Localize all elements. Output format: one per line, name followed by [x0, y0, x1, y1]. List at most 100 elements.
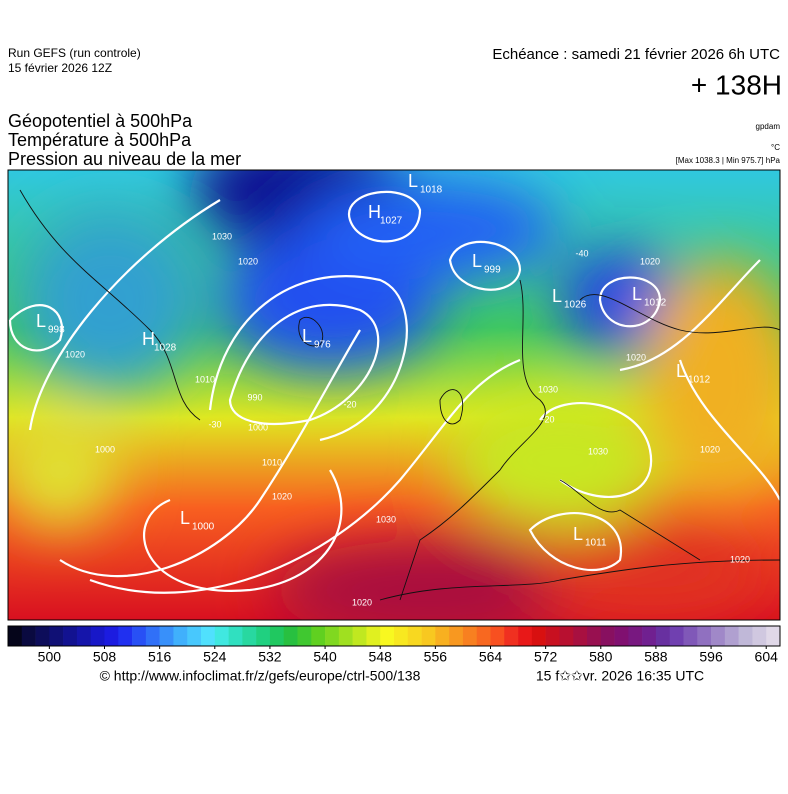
- colorbar-swatch: [628, 626, 643, 646]
- center-letter: L: [573, 524, 583, 544]
- contour-label: -30: [208, 419, 221, 429]
- contour-label: 1020: [65, 349, 85, 359]
- colorbar-swatch: [738, 626, 753, 646]
- colorbar-swatch: [242, 626, 257, 646]
- colorbar-swatch: [573, 626, 588, 646]
- colorbar-swatch: [724, 626, 739, 646]
- center-value: 1026: [564, 300, 587, 311]
- colorbar-swatch: [104, 626, 119, 646]
- center-value: 998: [48, 325, 65, 336]
- colorbar-label: 572: [534, 649, 558, 665]
- source-url: © http://www.infoclimat.fr/z/gefs/europe…: [100, 668, 421, 684]
- colorbar-swatch: [587, 626, 602, 646]
- colorbar-swatch: [76, 626, 92, 646]
- generated-time: 15 f✩✩vr. 2026 16:35 UTC: [536, 668, 704, 684]
- colorbar-swatch: [380, 626, 395, 646]
- colorbar-swatch: [366, 626, 381, 646]
- colorbar-swatch: [518, 626, 533, 646]
- colorbar-swatch: [21, 626, 36, 646]
- field-name: Température à 500hPa: [8, 130, 192, 150]
- colorbar-swatch: [476, 626, 491, 646]
- contour-label: 1020: [272, 491, 292, 501]
- center-letter: H: [142, 329, 155, 349]
- colorbar-swatch: [201, 626, 216, 646]
- colorbar-swatch: [173, 626, 188, 646]
- colorbar-swatch: [187, 626, 202, 646]
- center-value: 1012: [644, 298, 667, 309]
- colorbar-swatch: [435, 626, 450, 646]
- contour-label: 1010: [262, 457, 282, 467]
- colorbar-label: 500: [38, 649, 62, 665]
- colorbar-label: 564: [479, 649, 503, 665]
- contour-label: 1020: [352, 597, 372, 607]
- contour-label: -20: [541, 414, 554, 424]
- contour-label: 1020: [626, 352, 646, 362]
- contour-label: 1030: [588, 446, 608, 456]
- colorbar-swatch: [394, 626, 409, 646]
- contour-label: -40: [575, 248, 588, 258]
- colorbar-swatch: [90, 626, 105, 646]
- contour-label: 1020: [238, 256, 258, 266]
- colorbar-swatch: [462, 626, 478, 646]
- colorbar-swatch: [338, 626, 353, 646]
- contour-label: 1020: [640, 256, 660, 266]
- contour-label: 1030: [538, 384, 558, 394]
- colorbar-label: 588: [644, 649, 668, 665]
- center-letter: L: [302, 326, 312, 346]
- colorbar-swatch: [325, 626, 340, 646]
- colorbar-swatch: [449, 626, 464, 646]
- colorbar-swatch: [531, 626, 546, 646]
- center-letter: L: [180, 508, 190, 528]
- colorbar-label: 532: [258, 649, 282, 665]
- colorbar-swatch: [311, 626, 326, 646]
- colorbar-swatch: [711, 626, 726, 646]
- run-label: Run GEFS (run controle): [8, 46, 141, 60]
- colorbar-swatch: [118, 626, 133, 646]
- colorbar-swatch: [407, 626, 422, 646]
- colorbar-swatch: [545, 626, 560, 646]
- colorbar-swatch: [256, 626, 271, 646]
- colorbar-swatch: [614, 626, 629, 646]
- contour-label: 1000: [95, 444, 115, 454]
- valid-time: Echéance : samedi 21 février 2026 6h UTC: [492, 46, 780, 63]
- contour-label: 1030: [376, 514, 396, 524]
- extremes: [Max 1038.3 | Min 975.7] hPa: [676, 156, 781, 165]
- map-frame: [7, 169, 781, 621]
- colorbar-swatch: [214, 626, 229, 646]
- colorbar-label: 580: [589, 649, 613, 665]
- center-letter: L: [472, 251, 482, 271]
- contour-label: 1010: [195, 374, 215, 384]
- colorbar-swatch: [490, 626, 505, 646]
- contour-label: 1020: [730, 554, 750, 564]
- center-value: 999: [484, 265, 501, 276]
- center-value: 1011: [585, 538, 607, 549]
- colorbar-swatch: [49, 626, 64, 646]
- center-value: 1012: [688, 375, 711, 386]
- center-letter: L: [36, 311, 46, 331]
- center-value: 1018: [420, 185, 443, 196]
- colorbar-swatch: [421, 626, 436, 646]
- colorbar-swatch: [145, 626, 160, 646]
- center-letter: H: [368, 202, 381, 222]
- center-letter: L: [632, 284, 642, 304]
- center-value: 1028: [154, 343, 177, 354]
- contour-label: 1000: [248, 422, 268, 432]
- contour-label: 1020: [700, 444, 720, 454]
- field-name: Pression au niveau de la mer: [8, 149, 241, 169]
- colorbar-swatch: [504, 626, 519, 646]
- colorbar-label: 548: [369, 649, 393, 665]
- colorbar-swatch: [63, 626, 78, 646]
- colorbar-swatch: [159, 626, 174, 646]
- colorbar-swatch: [752, 626, 767, 646]
- colorbar-swatch: [228, 626, 243, 646]
- colorbar-swatch: [297, 626, 312, 646]
- colorbar-label: 540: [313, 649, 337, 665]
- center-letter: L: [408, 171, 418, 191]
- colorbar-swatch: [683, 626, 698, 646]
- colorbar-swatch: [283, 626, 298, 646]
- colorbar-swatch: [642, 626, 657, 646]
- contour-label: 990: [247, 392, 262, 402]
- colorbar-swatch: [269, 626, 285, 646]
- center-value: 1000: [192, 522, 215, 533]
